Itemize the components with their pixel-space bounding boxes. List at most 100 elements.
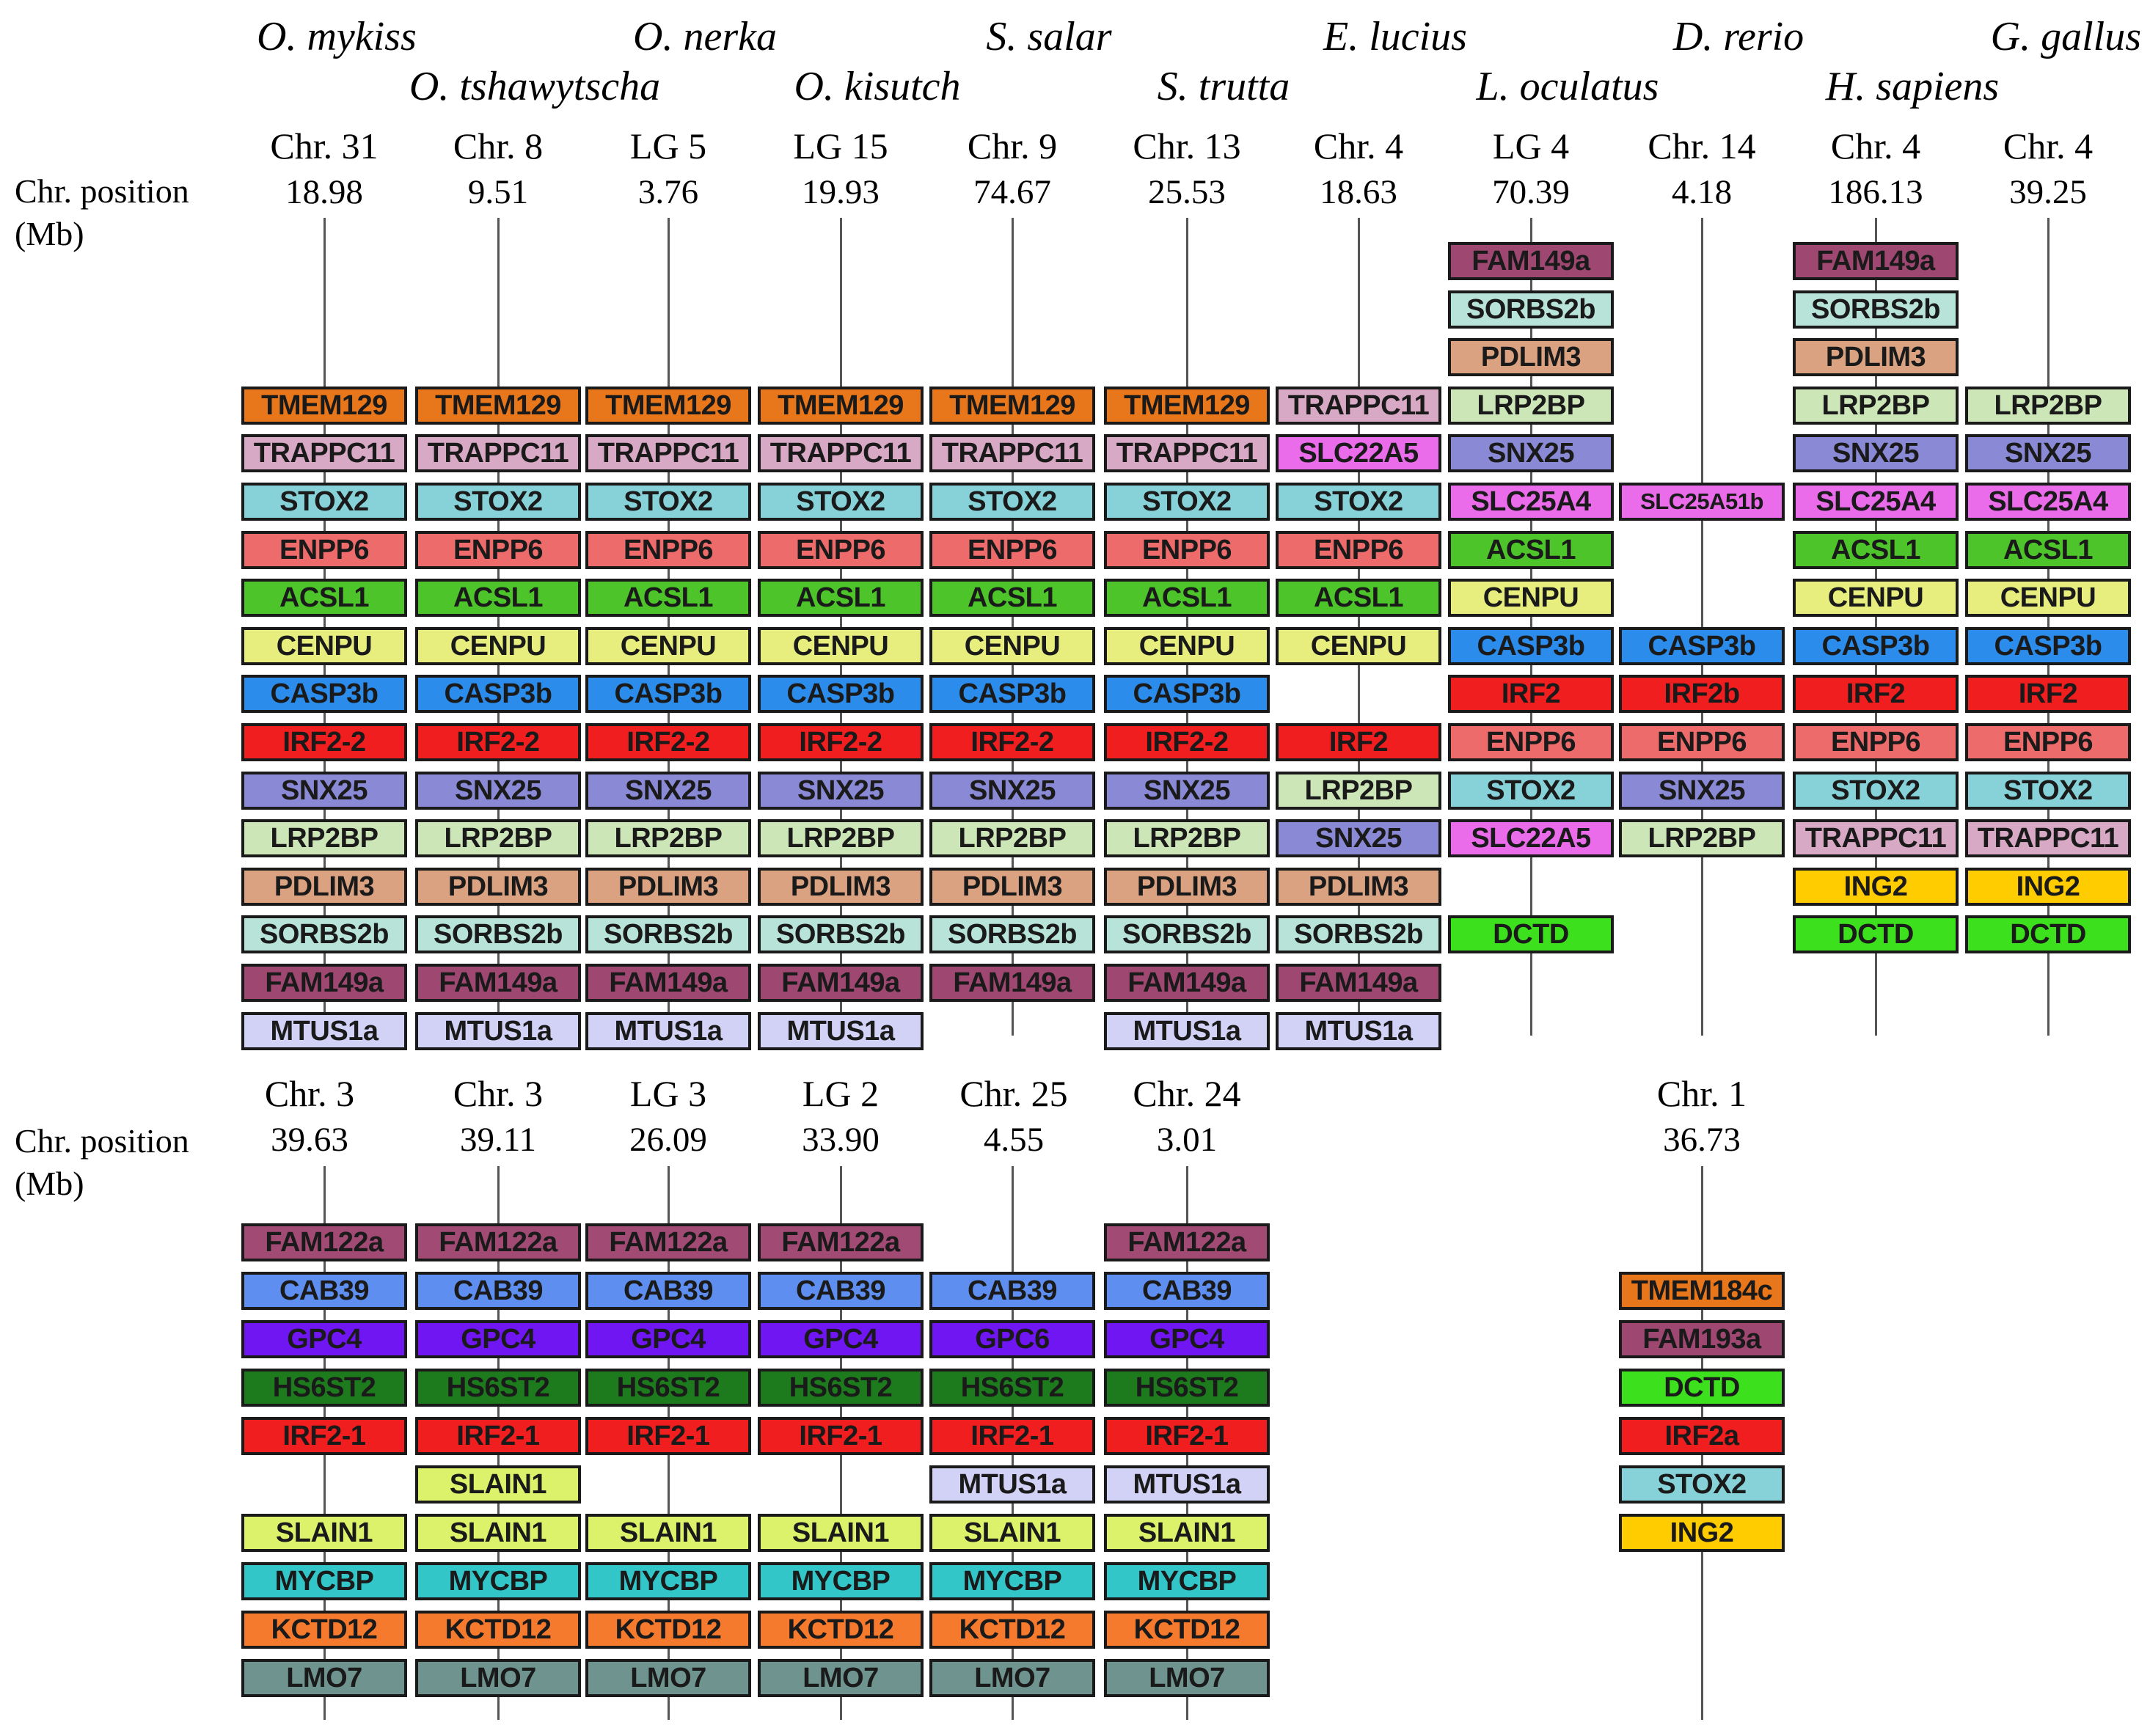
species-label: O. nerka [633, 14, 777, 59]
chromosome-line [323, 218, 326, 1036]
gene-box-lrp2bp: LRP2BP [1965, 387, 2131, 425]
gene-box-kctd12: KCTD12 [415, 1611, 581, 1649]
gene-box-kctd12: KCTD12 [929, 1611, 1095, 1649]
gene-box-slc25a4: SLC25A4 [1793, 483, 1959, 521]
species-label: O. mykiss [257, 14, 417, 59]
gene-box-irf2-1: IRF2-1 [585, 1417, 751, 1455]
gene-box-enpp6: ENPP6 [1276, 531, 1441, 569]
gene-box-trappc11: TRAPPC11 [1965, 819, 2131, 857]
gene-box-slain1: SLAIN1 [929, 1514, 1095, 1552]
gene-box-stox2: STOX2 [1448, 772, 1614, 810]
gene-box-cenpu: CENPU [1965, 579, 2131, 617]
gene-box-stox2: STOX2 [758, 483, 924, 521]
gene-box-fam193a: FAM193a [1619, 1320, 1785, 1358]
gene-box-trappc11: TRAPPC11 [929, 434, 1095, 472]
gene-box-stox2: STOX2 [1619, 1465, 1785, 1504]
gene-box-irf2-1: IRF2-1 [929, 1417, 1095, 1455]
gene-box-acsl1: ACSL1 [415, 579, 581, 617]
gene-box-lmo7: LMO7 [585, 1659, 751, 1697]
gene-box-stox2: STOX2 [1965, 772, 2131, 810]
gene-box-fam149a: FAM149a [1793, 242, 1959, 280]
gene-box-gpc4: GPC4 [758, 1320, 924, 1358]
gene-box-mycbp: MYCBP [241, 1562, 407, 1600]
gene-box-cenpu: CENPU [1104, 627, 1270, 665]
chromosome-position-value: 9.51 [467, 173, 529, 211]
gene-box-enpp6: ENPP6 [758, 531, 924, 569]
chromosome-position-value: 4.55 [983, 1121, 1045, 1159]
chromosome-line [1012, 218, 1014, 1036]
gene-box-acsl1: ACSL1 [1448, 531, 1614, 569]
species-label: S. salar [986, 14, 1112, 59]
gene-box-slain1: SLAIN1 [415, 1514, 581, 1552]
gene-box-cab39: CAB39 [585, 1272, 751, 1310]
gene-box-enpp6: ENPP6 [1793, 723, 1959, 761]
chromosome-position-value: 18.63 [1320, 173, 1397, 211]
gene-box-kctd12: KCTD12 [241, 1611, 407, 1649]
gene-box-snx25: SNX25 [929, 772, 1095, 810]
gene-box-cab39: CAB39 [929, 1272, 1095, 1310]
gene-box-sorbs2b: SORBS2b [1104, 915, 1270, 953]
position-label-line2: (Mb) [15, 1165, 84, 1202]
gene-box-trappc11: TRAPPC11 [415, 434, 581, 472]
gene-box-slain1: SLAIN1 [585, 1514, 751, 1552]
gene-box-snx25: SNX25 [1448, 434, 1614, 472]
gene-box-sorbs2b: SORBS2b [758, 915, 924, 953]
gene-box-pdlim3: PDLIM3 [1104, 868, 1270, 906]
gene-box-stox2: STOX2 [415, 483, 581, 521]
gene-box-irf2-2: IRF2-2 [585, 723, 751, 761]
chromosome-position-value: 18.98 [285, 173, 363, 211]
gene-box-lrp2bp: LRP2BP [1448, 387, 1614, 425]
gene-box-mycbp: MYCBP [929, 1562, 1095, 1600]
gene-box-tmem129: TMEM129 [585, 387, 751, 425]
gene-box-mtus1a: MTUS1a [1104, 1012, 1270, 1050]
gene-box-fam149a: FAM149a [1104, 964, 1270, 1002]
gene-box-trappc11: TRAPPC11 [585, 434, 751, 472]
gene-box-sorbs2b: SORBS2b [929, 915, 1095, 953]
gene-box-irf2: IRF2 [1793, 675, 1959, 713]
gene-box-fam122a: FAM122a [758, 1223, 924, 1261]
chromosome-label: Chr. 3 [453, 1073, 544, 1114]
gene-box-fam122a: FAM122a [415, 1223, 581, 1261]
gene-box-gpc4: GPC4 [585, 1320, 751, 1358]
gene-box-gpc6: GPC6 [929, 1320, 1095, 1358]
chromosome-position-value: 74.67 [973, 173, 1051, 211]
chromosome-line [497, 218, 500, 1036]
gene-box-trappc11: TRAPPC11 [1793, 819, 1959, 857]
chromosome-label: LG 2 [802, 1073, 880, 1114]
chromosome-line [1530, 218, 1532, 1036]
gene-box-irf2-2: IRF2-2 [241, 723, 407, 761]
gene-box-ing2: ING2 [1965, 868, 2131, 906]
gene-box-casp3b: CASP3b [1793, 627, 1959, 665]
gene-box-dctd: DCTD [1965, 915, 2131, 953]
chromosome-line [840, 218, 842, 1036]
gene-box-fam149a: FAM149a [241, 964, 407, 1002]
gene-box-cab39: CAB39 [1104, 1272, 1270, 1310]
gene-box-cenpu: CENPU [1448, 579, 1614, 617]
gene-box-fam149a: FAM149a [1276, 964, 1441, 1002]
gene-box-mycbp: MYCBP [415, 1562, 581, 1600]
gene-box-lmo7: LMO7 [929, 1659, 1095, 1697]
gene-box-pdlim3: PDLIM3 [241, 868, 407, 906]
gene-box-slain1: SLAIN1 [241, 1514, 407, 1552]
gene-box-fam149a: FAM149a [929, 964, 1095, 1002]
chromosome-position-value: 186.13 [1828, 173, 1923, 211]
gene-box-casp3b: CASP3b [1965, 627, 2131, 665]
species-label: S. trutta [1157, 64, 1290, 109]
gene-box-casp3b: CASP3b [929, 675, 1095, 713]
gene-box-stox2: STOX2 [585, 483, 751, 521]
gene-box-cab39: CAB39 [758, 1272, 924, 1310]
gene-box-enpp6: ENPP6 [1448, 723, 1614, 761]
gene-box-fam122a: FAM122a [241, 1223, 407, 1261]
gene-box-hs6st2: HS6ST2 [241, 1369, 407, 1407]
gene-box-acsl1: ACSL1 [1104, 579, 1270, 617]
gene-box-pdlim3: PDLIM3 [415, 868, 581, 906]
gene-box-fam122a: FAM122a [1104, 1223, 1270, 1261]
gene-box-cab39: CAB39 [241, 1272, 407, 1310]
gene-box-snx25: SNX25 [241, 772, 407, 810]
gene-box-trappc11: TRAPPC11 [758, 434, 924, 472]
chromosome-label: LG 15 [793, 125, 888, 166]
chromosome-label: LG 5 [629, 125, 707, 166]
gene-box-pdlim3: PDLIM3 [1276, 868, 1441, 906]
gene-box-stox2: STOX2 [929, 483, 1095, 521]
gene-box-tmem129: TMEM129 [929, 387, 1095, 425]
